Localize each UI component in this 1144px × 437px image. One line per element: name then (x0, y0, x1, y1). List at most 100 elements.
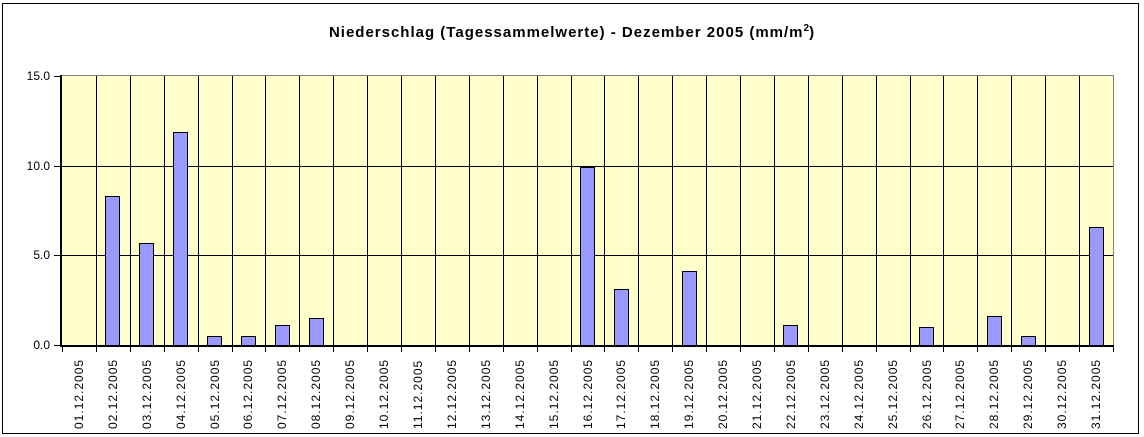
x-tick (571, 347, 572, 352)
gridline-vertical (265, 76, 266, 345)
y-tick-label: 5.0 (33, 248, 50, 262)
bar (783, 325, 798, 345)
y-axis-line (60, 75, 62, 347)
x-tick (62, 347, 63, 352)
x-tick-label: 27.12.2005 (953, 358, 967, 429)
x-tick-label: 19.12.2005 (682, 358, 696, 429)
gridline-vertical (977, 76, 978, 345)
gridline-vertical (910, 76, 911, 345)
bar (173, 132, 188, 345)
x-tick-label: 30.12.2005 (1055, 358, 1069, 429)
x-tick-label: 14.12.2005 (513, 358, 527, 429)
gridline-vertical (740, 76, 741, 345)
chart-frame-border (2, 3, 1139, 434)
bar (241, 336, 256, 345)
chart-title-suffix: ) (809, 24, 816, 41)
x-tick-label: 31.12.2005 (1089, 358, 1103, 429)
x-tick (367, 347, 368, 352)
x-tick (198, 347, 199, 352)
x-tick-label: 02.12.2005 (106, 358, 120, 429)
x-tick (469, 347, 470, 352)
gridline-vertical (401, 76, 402, 345)
gridline-vertical (164, 76, 165, 345)
gridline-vertical (774, 76, 775, 345)
gridline-vertical (130, 76, 131, 345)
x-tick (910, 347, 911, 352)
x-tick (537, 347, 538, 352)
gridline-vertical (943, 76, 944, 345)
bar (1021, 336, 1036, 345)
gridline-vertical (1079, 76, 1080, 345)
x-tick (842, 347, 843, 352)
x-tick (774, 347, 775, 352)
x-tick (1113, 347, 1114, 352)
gridline-vertical (537, 76, 538, 345)
x-tick (943, 347, 944, 352)
chart-title: Niederschlag (Tagessammelwerte) - Dezemb… (0, 23, 1144, 41)
x-axis-line (60, 345, 1114, 347)
x-tick (1045, 347, 1046, 352)
plot-border-right (1113, 75, 1114, 346)
y-tick (54, 76, 61, 77)
gridline-vertical (604, 76, 605, 345)
gridline-vertical (842, 76, 843, 345)
plot-border-top (62, 75, 1114, 76)
gridline-vertical (435, 76, 436, 345)
gridline-vertical (96, 76, 97, 345)
x-tick-label: 04.12.2005 (174, 358, 188, 429)
x-tick-label: 01.12.2005 (72, 358, 86, 429)
x-tick (977, 347, 978, 352)
x-tick-label: 15.12.2005 (547, 358, 561, 429)
gridline-vertical (638, 76, 639, 345)
gridline-vertical (672, 76, 673, 345)
x-tick-label: 08.12.2005 (309, 358, 323, 429)
x-tick-label: 11.12.2005 (411, 359, 425, 429)
bar (275, 325, 290, 345)
gridline-vertical (1045, 76, 1046, 345)
gridline-horizontal (62, 166, 1113, 167)
plot-area (62, 76, 1113, 345)
x-tick-label: 16.12.2005 (581, 358, 595, 429)
gridline-vertical (299, 76, 300, 345)
x-tick-label: 22.12.2005 (784, 358, 798, 429)
bar (580, 167, 595, 345)
x-tick (503, 347, 504, 352)
gridline-vertical (1011, 76, 1012, 345)
x-tick-label: 10.12.2005 (377, 358, 391, 429)
bar (919, 327, 934, 345)
x-tick-label: 20.12.2005 (716, 358, 730, 429)
x-tick-label: 06.12.2005 (241, 358, 255, 429)
x-tick-label: 13.12.2005 (479, 358, 493, 429)
x-tick-label: 26.12.2005 (920, 358, 934, 429)
x-tick (672, 347, 673, 352)
x-tick (604, 347, 605, 352)
x-tick (706, 347, 707, 352)
gridline-vertical (706, 76, 707, 345)
gridline-vertical (469, 76, 470, 345)
x-tick (96, 347, 97, 352)
x-tick (1011, 347, 1012, 352)
x-tick-label: 17.12.2005 (614, 358, 628, 429)
gridline-vertical (367, 76, 368, 345)
x-tick-label: 07.12.2005 (275, 358, 289, 429)
x-tick-label: 12.12.2005 (445, 358, 459, 429)
x-tick (638, 347, 639, 352)
x-tick (808, 347, 809, 352)
x-tick-label: 29.12.2005 (1021, 358, 1035, 429)
x-tick-label: 25.12.2005 (886, 358, 900, 429)
bar (139, 243, 154, 345)
x-tick (1079, 347, 1080, 352)
x-tick (401, 347, 402, 352)
gridline-vertical (571, 76, 572, 345)
bar (987, 316, 1002, 345)
x-tick (333, 347, 334, 352)
bar (207, 336, 222, 345)
x-tick-label: 05.12.2005 (208, 358, 222, 429)
y-tick (54, 166, 61, 167)
x-tick (299, 347, 300, 352)
gridline-vertical (333, 76, 334, 345)
x-tick-label: 18.12.2005 (648, 358, 662, 429)
x-tick-label: 03.12.2005 (140, 358, 154, 429)
x-tick (232, 347, 233, 352)
